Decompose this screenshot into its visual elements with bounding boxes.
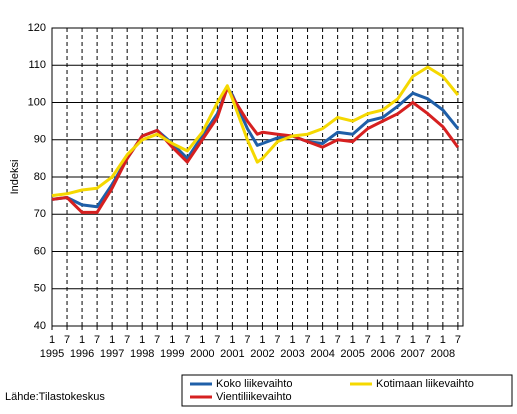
source: Lähde:Tilastokeskus: [5, 391, 105, 403]
series-line: [51, 86, 460, 214]
x-tick-label: 7: [64, 334, 70, 346]
x-tick-label: 1: [380, 334, 386, 346]
year-label: 2002: [250, 348, 274, 360]
x-tick-label: 1: [79, 334, 85, 346]
y-tick-label: 120: [28, 22, 46, 34]
x-tick-label: 7: [425, 334, 431, 346]
x-tick-label: 1: [49, 334, 55, 346]
y-tick-label: 60: [34, 245, 46, 257]
year-label: 2008: [431, 348, 455, 360]
x-tick-label: 1: [229, 334, 235, 346]
x-tick-label: 7: [94, 334, 100, 346]
year-label: 2007: [401, 348, 425, 360]
x-tick-label: 7: [304, 334, 310, 346]
x-tick-label: 1: [139, 334, 145, 346]
year-label: 2006: [370, 348, 394, 360]
series-line: [51, 65, 460, 198]
x-tick-label: 7: [365, 334, 371, 346]
year-label: 2000: [190, 348, 214, 360]
y-axis-label: Indeksi: [9, 160, 21, 195]
plot-border: [51, 27, 464, 327]
year-label: 1996: [70, 348, 94, 360]
x-tick-label: 7: [274, 334, 280, 346]
x-tick-label: 1: [289, 334, 295, 346]
x-tick-label: 1: [410, 334, 416, 346]
x-tick-label: 1: [109, 334, 115, 346]
year-label: 2005: [340, 348, 364, 360]
x-tick-label: 7: [214, 334, 220, 346]
legend-label: Vientiliikevaihto: [216, 391, 292, 403]
y-tick-label: 90: [34, 134, 46, 146]
x-tick-label: 1: [259, 334, 265, 346]
x-tick-label: 1: [350, 334, 356, 346]
legend-label: Kotimaan liikevaihto: [376, 378, 474, 390]
year-label: 1995: [40, 348, 64, 360]
y-tick-label: 40: [34, 320, 46, 332]
y-tick-label: 100: [28, 96, 46, 108]
x-tick-label: 7: [244, 334, 250, 346]
y-tick-label: 70: [34, 208, 46, 220]
x-tick-label: 7: [154, 334, 160, 346]
x-tick-label: 1: [169, 334, 175, 346]
legend-box: [181, 374, 513, 407]
y-tick-label: 80: [34, 171, 46, 183]
x-tick-label: 1: [320, 334, 326, 346]
y-tick-label: 110: [28, 59, 46, 71]
year-label: 1997: [100, 348, 124, 360]
year-label: 1998: [130, 348, 154, 360]
x-tick-label: 7: [455, 334, 461, 346]
legend-label: Koko liikevaihto: [216, 378, 292, 390]
x-tick-label: 7: [184, 334, 190, 346]
year-label: 2001: [220, 348, 244, 360]
year-label: 2004: [310, 348, 334, 360]
y-tick-label: 50: [34, 283, 46, 295]
x-tick-label: 7: [395, 334, 401, 346]
year-label: 1999: [160, 348, 184, 360]
x-tick-label: 1: [199, 334, 205, 346]
x-tick-label: 7: [335, 334, 341, 346]
x-tick-label: 7: [124, 334, 130, 346]
year-label: 2003: [280, 348, 304, 360]
x-tick-label: 1: [440, 334, 446, 346]
